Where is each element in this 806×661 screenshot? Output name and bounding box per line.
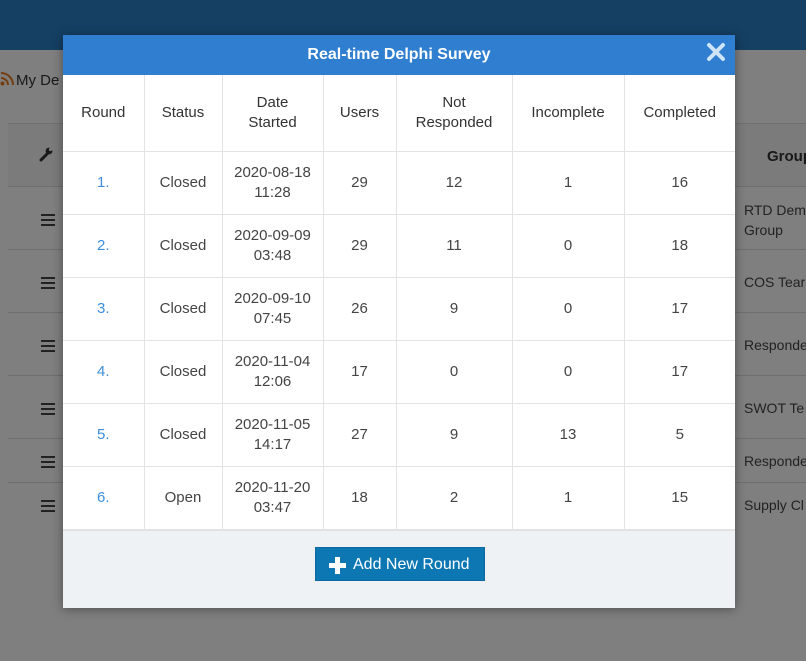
table-row: 4. Closed 2020-11-04 12:06 17 0 0 17 — [63, 340, 735, 404]
completed-cell: 15 — [624, 466, 735, 530]
round-link[interactable]: 3. — [63, 277, 145, 341]
users-cell: 18 — [323, 466, 397, 530]
column-header-date-started: Date Started — [222, 75, 324, 152]
column-header-incomplete: Incomplete — [512, 75, 625, 152]
close-icon[interactable] — [704, 40, 728, 64]
completed-cell: 17 — [624, 340, 735, 404]
incomplete-cell: 1 — [512, 466, 625, 530]
plus-icon — [329, 557, 346, 574]
add-new-round-button[interactable]: Add New Round — [315, 547, 485, 581]
column-header-round: Round — [63, 75, 145, 152]
rounds-table: Round Status Date Started Users Not Respon… — [63, 75, 735, 530]
status-cell: Closed — [144, 403, 223, 467]
date-started-cell: 2020-11-05 14:17 — [222, 403, 324, 467]
completed-cell: 16 — [624, 151, 735, 215]
completed-cell: 18 — [624, 214, 735, 278]
table-row: 5. Closed 2020-11-05 14:17 27 9 13 5 — [63, 403, 735, 467]
table-row: 3. Closed 2020-09-10 07:45 26 9 0 17 — [63, 277, 735, 341]
completed-cell: 17 — [624, 277, 735, 341]
completed-cell: 5 — [624, 403, 735, 467]
date-started-cell: 2020-08-18 11:28 — [222, 151, 324, 215]
round-link[interactable]: 1. — [63, 151, 145, 215]
incomplete-cell: 0 — [512, 277, 625, 341]
modal-footer: Add New Round — [63, 530, 735, 608]
users-cell: 17 — [323, 340, 397, 404]
round-link[interactable]: 2. — [63, 214, 145, 278]
round-link[interactable]: 6. — [63, 466, 145, 530]
column-header-status: Status — [144, 75, 223, 152]
incomplete-cell: 0 — [512, 340, 625, 404]
table-row: 1. Closed 2020-08-18 11:28 29 12 1 16 — [63, 151, 735, 215]
column-header-not-responded: Not Responded — [396, 75, 513, 152]
date-started-cell: 2020-09-09 03:48 — [222, 214, 324, 278]
incomplete-cell: 0 — [512, 214, 625, 278]
table-row: 6. Open 2020-11-20 03:47 18 2 1 15 — [63, 466, 735, 530]
date-started-cell: 2020-11-20 03:47 — [222, 466, 324, 530]
users-cell: 29 — [323, 151, 397, 215]
not-responded-cell: 9 — [396, 403, 513, 467]
round-link[interactable]: 5. — [63, 403, 145, 467]
not-responded-cell: 9 — [396, 277, 513, 341]
date-started-cell: 2020-11-04 12:06 — [222, 340, 324, 404]
column-header-completed: Completed — [624, 75, 735, 152]
table-header-row: Round Status Date Started Users Not Respon… — [63, 75, 735, 152]
status-cell: Closed — [144, 151, 223, 215]
not-responded-cell: 11 — [396, 214, 513, 278]
modal-header: Real-time Delphi Survey — [63, 35, 735, 75]
rounds-modal: Real-time Delphi Survey Round Status Dat… — [63, 35, 735, 608]
status-cell: Open — [144, 466, 223, 530]
date-started-cell: 2020-09-10 07:45 — [222, 277, 324, 341]
table-row: 2. Closed 2020-09-09 03:48 29 11 0 18 — [63, 214, 735, 278]
users-cell: 29 — [323, 214, 397, 278]
status-cell: Closed — [144, 214, 223, 278]
add-new-round-label: Add New Round — [353, 556, 470, 573]
status-cell: Closed — [144, 277, 223, 341]
not-responded-cell: 12 — [396, 151, 513, 215]
round-link[interactable]: 4. — [63, 340, 145, 404]
incomplete-cell: 1 — [512, 151, 625, 215]
column-header-users: Users — [323, 75, 397, 152]
incomplete-cell: 13 — [512, 403, 625, 467]
status-cell: Closed — [144, 340, 223, 404]
users-cell: 27 — [323, 403, 397, 467]
not-responded-cell: 0 — [396, 340, 513, 404]
not-responded-cell: 2 — [396, 466, 513, 530]
users-cell: 26 — [323, 277, 397, 341]
modal-body: Round Status Date Started Users Not Respon… — [63, 75, 735, 530]
modal-title: Real-time Delphi Survey — [307, 46, 491, 63]
